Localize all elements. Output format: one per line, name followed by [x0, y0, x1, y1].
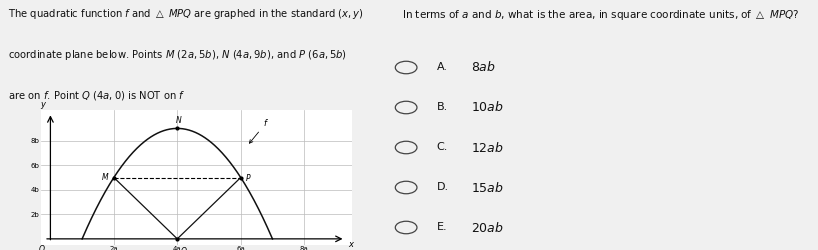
- Text: $x$: $x$: [348, 240, 355, 249]
- Text: $20ab$: $20ab$: [471, 220, 504, 234]
- Text: $10ab$: $10ab$: [471, 100, 504, 114]
- Text: $P$: $P$: [245, 172, 252, 183]
- Text: C.: C.: [437, 142, 448, 152]
- Text: $N$: $N$: [175, 114, 182, 125]
- Text: A.: A.: [437, 62, 447, 72]
- Text: are on $f$. Point $Q$ $(4a, 0)$ is NOT on $f$: are on $f$. Point $Q$ $(4a, 0)$ is NOT o…: [8, 89, 186, 102]
- Text: $8ab$: $8ab$: [471, 60, 497, 74]
- Text: E.: E.: [437, 222, 447, 232]
- Text: $f$: $f$: [249, 118, 269, 143]
- Text: The quadratic function $f$ and $\triangle$ $MPQ$ are graphed in the standard $(x: The quadratic function $f$ and $\triangl…: [8, 7, 364, 21]
- Text: In terms of $a$ and $b$, what is the area, in square coordinate units, of $\tria: In terms of $a$ and $b$, what is the are…: [402, 8, 799, 22]
- Text: $O$: $O$: [38, 242, 46, 250]
- Text: $M$: $M$: [101, 171, 109, 182]
- Text: $15ab$: $15ab$: [471, 180, 504, 194]
- Text: $Q$: $Q$: [181, 245, 188, 250]
- Text: B.: B.: [437, 102, 447, 113]
- Text: D.: D.: [437, 182, 448, 192]
- Text: coordinate plane below. Points $M$ $(2a, 5b)$, $N$ $(4a, 9b)$, and $P$ $(6a, 5b): coordinate plane below. Points $M$ $(2a,…: [8, 48, 348, 62]
- Text: $y$: $y$: [40, 100, 47, 111]
- Text: $12ab$: $12ab$: [471, 140, 504, 154]
